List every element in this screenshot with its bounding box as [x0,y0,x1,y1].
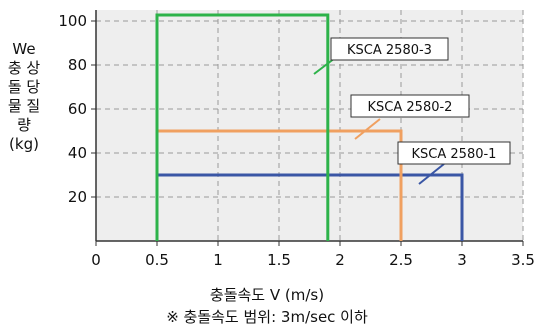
x-tick-label: 3.5 [511,251,534,269]
x-tick-label: 3 [457,251,467,269]
x-tick-label: 2.5 [389,251,413,269]
series-label-box [330,37,449,61]
y-axis-label-line: 량 [17,116,31,134]
y-tick-label: 20 [68,188,87,206]
speed-range-note: ※ 충돌속도 범위: 3m/sec 이하 [166,308,368,326]
y-axis-label: We 충 상 돌 당 물 질 량 (kg) [2,40,46,154]
y-axis-label-line: 물 질 [7,97,41,115]
x-tick-label: 1 [213,251,223,269]
y-tick-label: 40 [68,144,87,162]
y-axis-label-line: (kg) [9,135,39,153]
y-tick-label: 60 [68,100,87,118]
y-axis-label-line: 충 상 [7,59,41,77]
x-axis-label: 충돌속도 V (m/s) [209,286,325,304]
callout-leader-line [313,57,336,75]
series-label: KSCA 2580-2 [368,100,453,115]
y-tick-label: 100 [58,12,87,30]
y-axis: 20 40 60 80 100 [58,10,97,241]
y-tick-label: 80 [68,56,87,74]
series-label-box [397,141,511,165]
series-label: KSCA 2580-3 [347,43,432,58]
x-tick-label: 1.5 [267,251,291,269]
x-tick-label: 2 [335,251,345,269]
series-label: KSCA 2580-1 [412,147,497,162]
callout-leader-line [418,163,445,185]
callout-leader-line [354,118,381,140]
plot-area [96,10,523,241]
x-axis: 0 0.5 1 1.5 2 2.5 3 3.5 [91,240,534,269]
series-boundary-line [155,13,330,241]
series-group [155,13,464,241]
series-label-box [350,94,470,118]
y-axis-label-line: 돌 당 [7,78,41,96]
series-callouts: KSCA 2580-1 KSCA 2580-2 KSCA 2580-3 [313,37,511,185]
x-tick-label: 0.5 [145,251,169,269]
x-tick-label: 0 [91,251,101,269]
y-axis-label-line: We [12,40,36,58]
